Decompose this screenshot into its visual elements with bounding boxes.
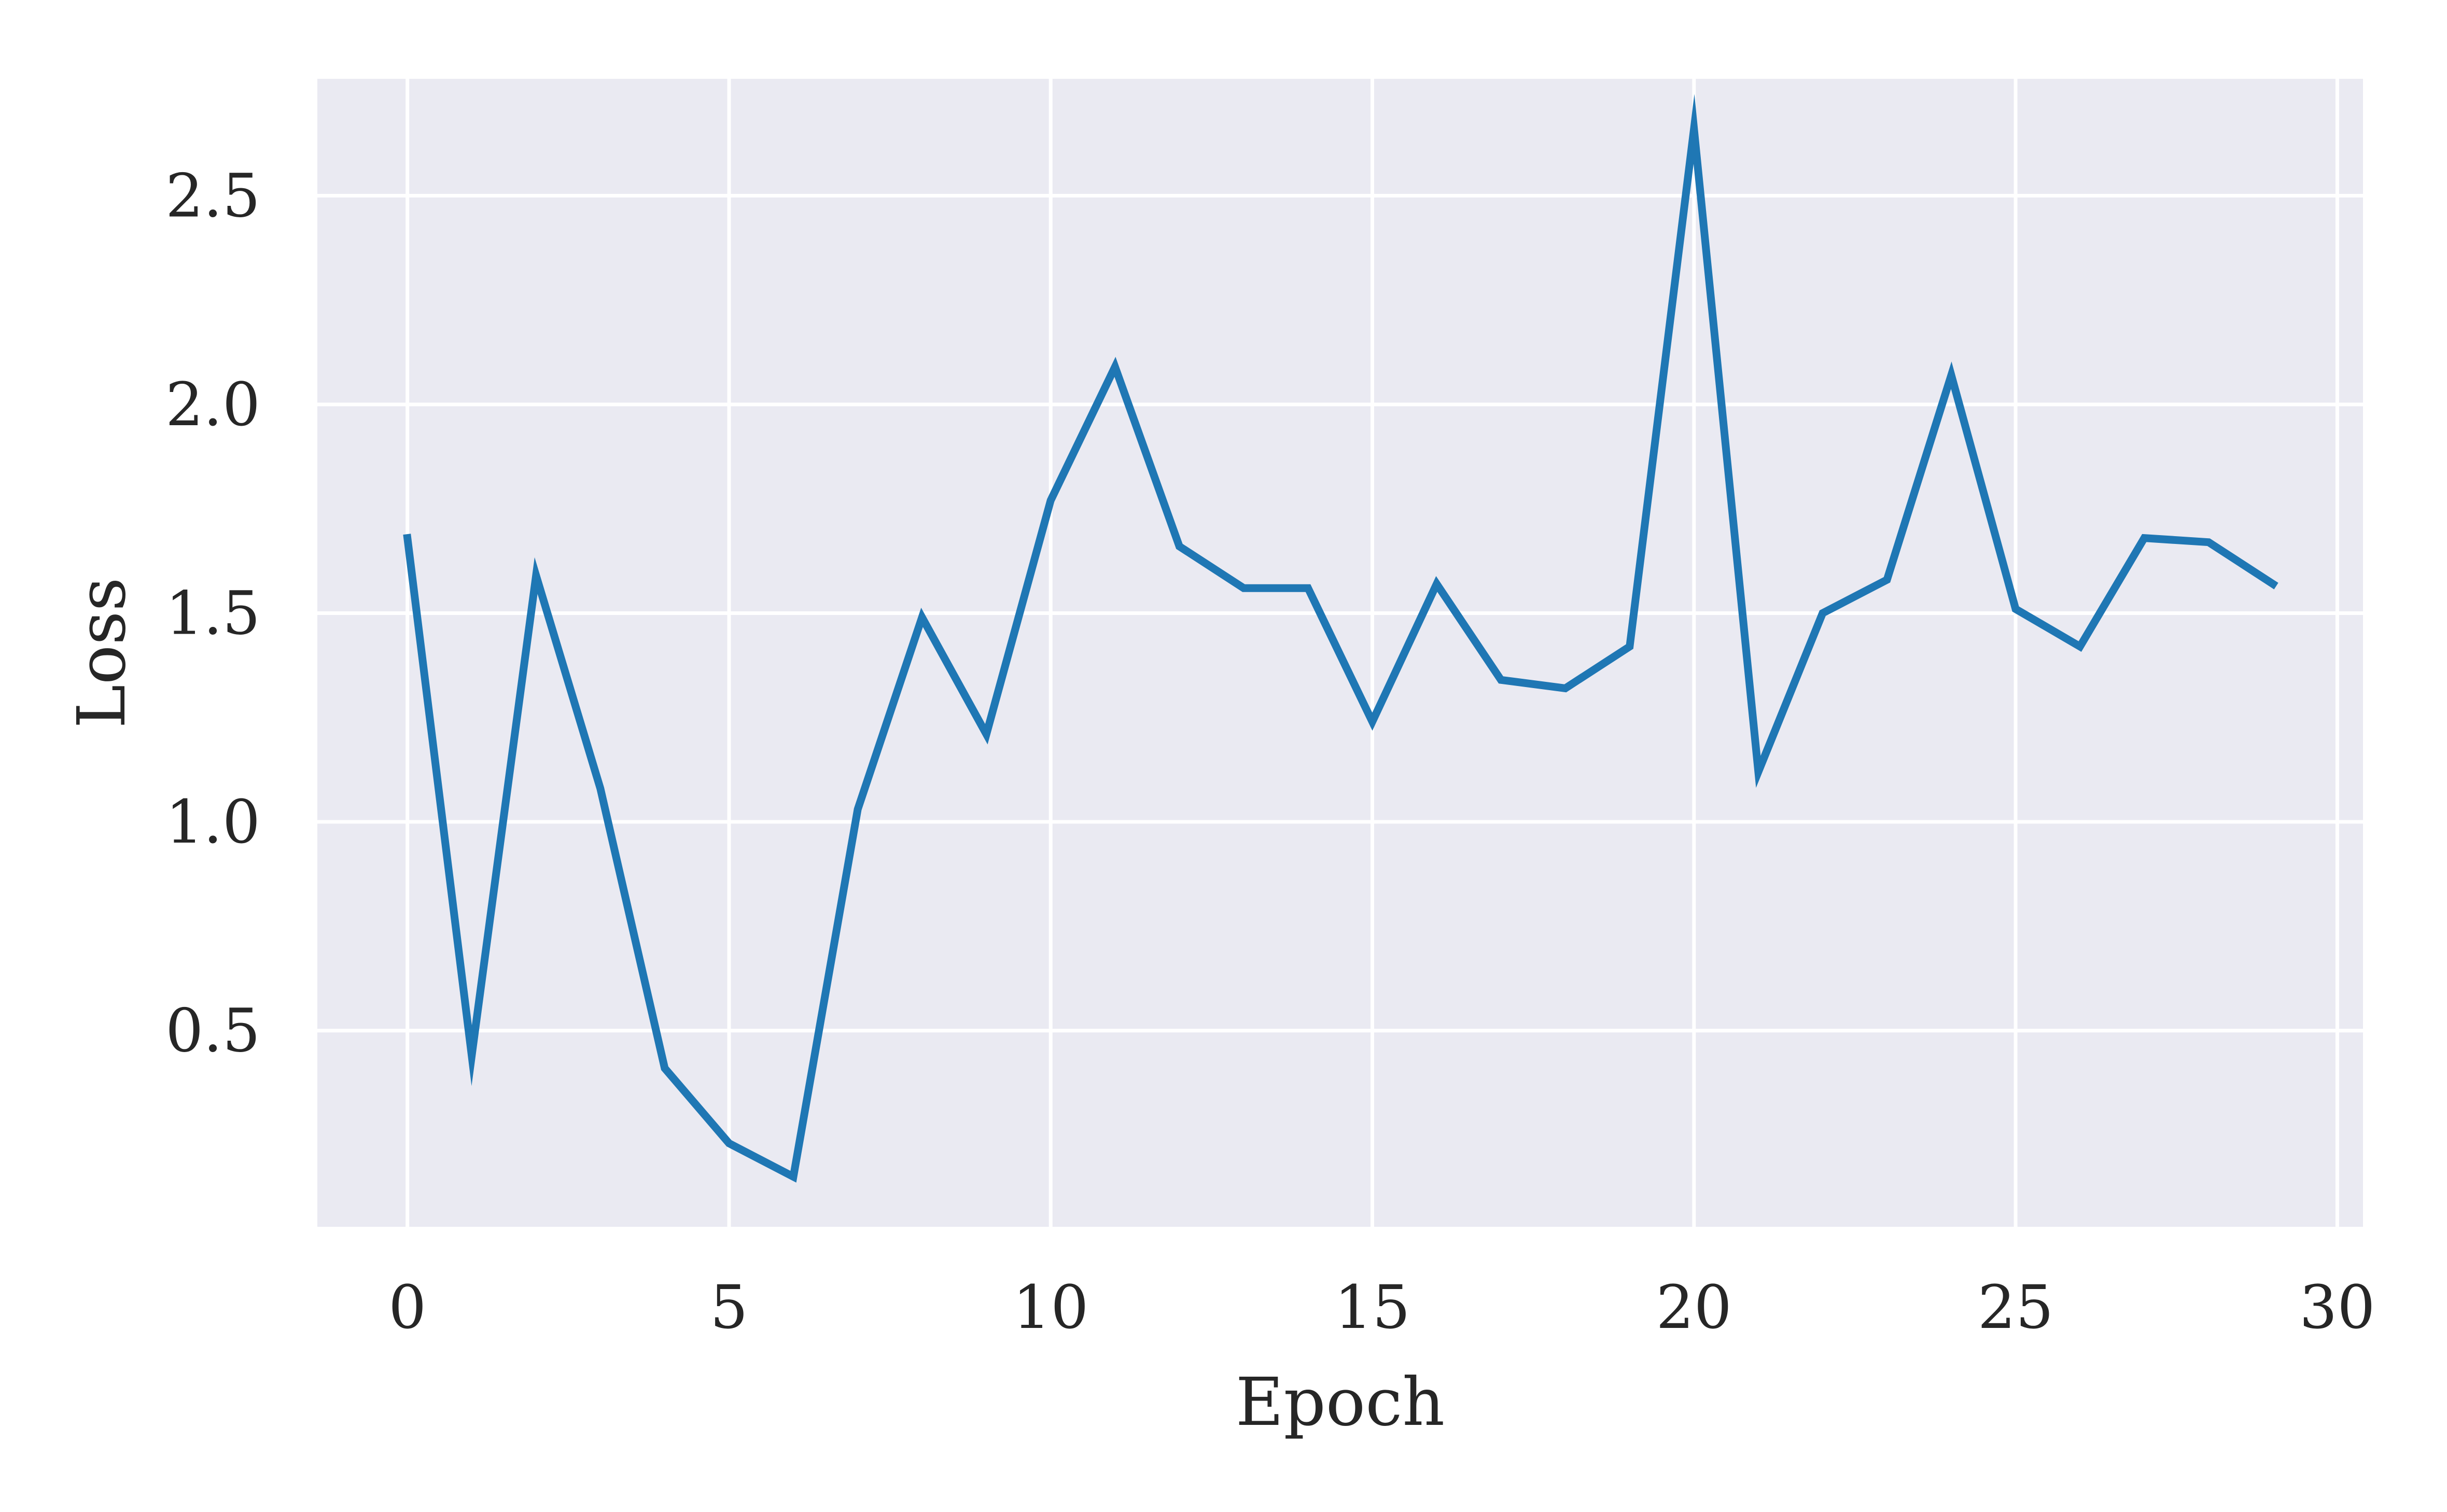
y-tick-label: 1.0	[165, 788, 260, 857]
x-tick-label: 15	[1334, 1273, 1410, 1342]
y-tick-label: 2.5	[165, 161, 260, 231]
x-tick-label: 5	[710, 1273, 748, 1342]
loss-line	[403, 94, 2278, 1183]
x-tick-label: 10	[1013, 1273, 1088, 1342]
x-tick-labels: 0 5 10 15 20 25 30	[388, 1273, 2375, 1342]
y-tick-label: 2.0	[165, 370, 260, 440]
y-axis-label: Loss	[63, 577, 140, 728]
x-tick-label: 0	[388, 1273, 426, 1342]
x-tick-label: 30	[2299, 1273, 2375, 1342]
x-tick-label: 20	[1656, 1273, 1732, 1342]
x-axis-label: Epoch	[1236, 1364, 1445, 1440]
x-tick-label: 25	[1978, 1273, 2053, 1342]
y-tick-label: 0.5	[165, 997, 260, 1066]
y-tick-label: 1.5	[165, 579, 260, 649]
series-layer	[403, 94, 2278, 1183]
y-tick-labels: 0.5 1.0 1.5 2.0 2.5	[165, 161, 260, 1066]
